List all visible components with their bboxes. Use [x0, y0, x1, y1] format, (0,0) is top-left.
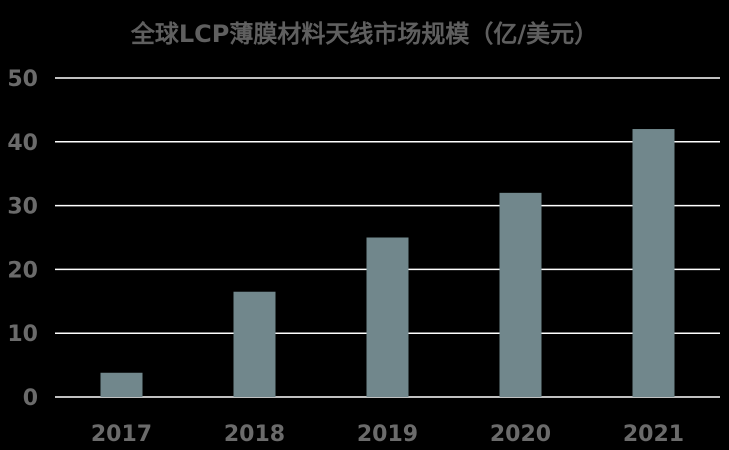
y-tick-label: 30: [7, 195, 38, 220]
x-axis-ticks: 2017 2018 2019 2020 2021: [91, 422, 684, 447]
y-tick-label: 10: [7, 322, 38, 347]
y-tick-label: 50: [7, 67, 38, 92]
bar-2021: [632, 129, 675, 398]
x-tick-label: 2017: [91, 422, 152, 447]
bar-2018: [233, 291, 276, 397]
x-tick-label: 2020: [490, 422, 551, 447]
y-tick-label: 40: [7, 131, 38, 156]
x-tick-label: 2019: [357, 422, 418, 447]
x-tick-label: 2021: [623, 422, 684, 447]
y-axis-ticks: 0 10 20 30 40 50: [7, 67, 38, 411]
bar-2017: [100, 372, 143, 397]
chart-title: 全球LCP薄膜材料天线市场规模（亿/美元）: [130, 20, 599, 48]
y-tick-label: 0: [23, 386, 38, 411]
y-tick-label: 20: [7, 258, 38, 283]
x-tick-label: 2018: [224, 422, 285, 447]
bars: [100, 129, 675, 398]
bar-2020: [499, 192, 542, 397]
bar-2019: [366, 237, 409, 397]
